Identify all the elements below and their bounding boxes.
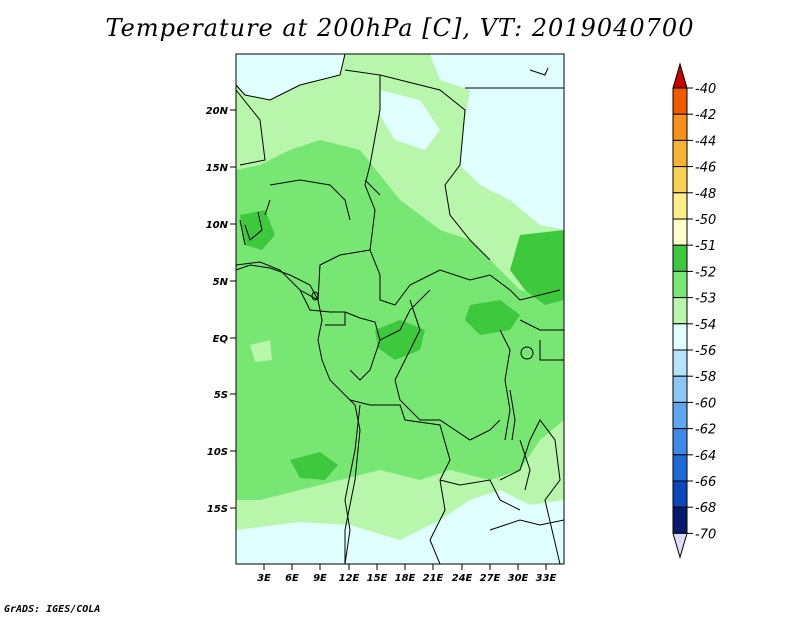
lat-tick-label: 5N [213, 277, 229, 288]
colorbar: -40 -42 -44 -46 -48 -50 -51 -52 -53 -54 -56 -58 -60 -… [672, 62, 716, 560]
grads-credit: GrADS: IGES/COLA [4, 604, 101, 615]
colorbar-label: -44 [695, 134, 716, 149]
lon-tick-label: 9E [313, 573, 327, 584]
field-dark-center [375, 320, 425, 360]
field-cyan-nw [236, 54, 345, 100]
colorbar-swatch [672, 297, 688, 325]
colorbar-label: -66 [695, 475, 716, 490]
coastline [236, 264, 361, 564]
colorbar-bottom-arrow [672, 532, 688, 560]
lon-tick-label: 27E [480, 573, 501, 584]
field-dark-east [510, 230, 564, 305]
lakes [311, 291, 534, 491]
lon-tick-label: 15E [367, 573, 388, 584]
field-cyan-ne [430, 54, 564, 230]
colorbar-swatch [672, 218, 688, 246]
colorbar-swatch [672, 506, 688, 534]
colorbar-swatch [672, 166, 688, 194]
colorbar-swatch [672, 454, 688, 482]
country-borders [236, 54, 564, 564]
lat-tick-label: 15S [207, 504, 228, 515]
lon-tick-label: 24E [452, 573, 473, 584]
field-cyan-center [380, 90, 440, 150]
colorbar-swatch [672, 349, 688, 377]
colorbar-swatch [672, 139, 688, 168]
colorbar-label: -53 [695, 292, 716, 307]
lon-axis: 3E 6E 9E 12E 15E 18E 21E 24E 27E 30E 33E [257, 564, 557, 584]
field-dark-west [240, 210, 275, 250]
colorbar-label: -52 [695, 265, 716, 280]
colorbar-label: -64 [695, 449, 716, 464]
field-light-patch [250, 340, 272, 362]
lon-tick-label: 3E [257, 573, 271, 584]
lon-tick-label: 21E [423, 573, 444, 584]
colorbar-swatch [672, 87, 688, 115]
colorbar-swatch [672, 270, 688, 299]
colorbar-swatch [672, 428, 688, 456]
lat-tick-label: 20N [206, 106, 229, 117]
colorbar-label: -50 [695, 213, 716, 228]
colorbar-swatch [672, 192, 688, 220]
lon-tick-label: 12E [339, 573, 360, 584]
colorbar-swatch [672, 113, 688, 141]
lat-tick-label: 10N [206, 220, 229, 231]
colorbar-label: -60 [695, 396, 716, 411]
colorbar-label: -68 [695, 501, 716, 516]
lat-tick-label: 5S [214, 390, 228, 401]
colorbar-label: -42 [695, 108, 716, 123]
lon-tick-label: 33E [536, 573, 557, 584]
colorbar-swatch [672, 375, 688, 403]
colorbar-label: -40 [695, 82, 716, 97]
field-dark-center-east [465, 300, 520, 335]
lat-tick-label: EQ [213, 334, 229, 345]
lat-tick-label: 10S [207, 447, 228, 458]
colorbar-label: -51 [695, 239, 716, 254]
lat-tick-label: 15N [206, 163, 229, 174]
colorbar-label: -58 [695, 370, 716, 385]
colorbar-swatch [672, 244, 688, 272]
lon-tick-label: 30E [508, 573, 529, 584]
field-cyan-south [236, 490, 564, 564]
temperature-field [236, 54, 564, 564]
colorbar-label: -48 [695, 187, 716, 202]
colorbar-label: -54 [695, 318, 716, 333]
colorbar-swatch [672, 323, 688, 351]
lon-tick-label: 6E [285, 573, 299, 584]
colorbar-label: -70 [695, 527, 716, 542]
field-dark-south [290, 452, 338, 480]
lon-tick-label: 18E [395, 573, 416, 584]
map-title: Temperature at 200hPa [C], VT: 201904070… [105, 14, 695, 42]
colorbar-top-arrow [672, 62, 688, 89]
map-frame [235, 53, 565, 565]
colorbar-label: -62 [695, 423, 716, 438]
colorbar-label: -46 [695, 161, 716, 176]
colorbar-label: -56 [695, 344, 716, 359]
colorbar-swatch [672, 401, 688, 430]
colorbar-swatch [672, 480, 688, 508]
lat-axis: 20N 15N 10N 5N EQ 5S 10S 15S [206, 106, 236, 515]
